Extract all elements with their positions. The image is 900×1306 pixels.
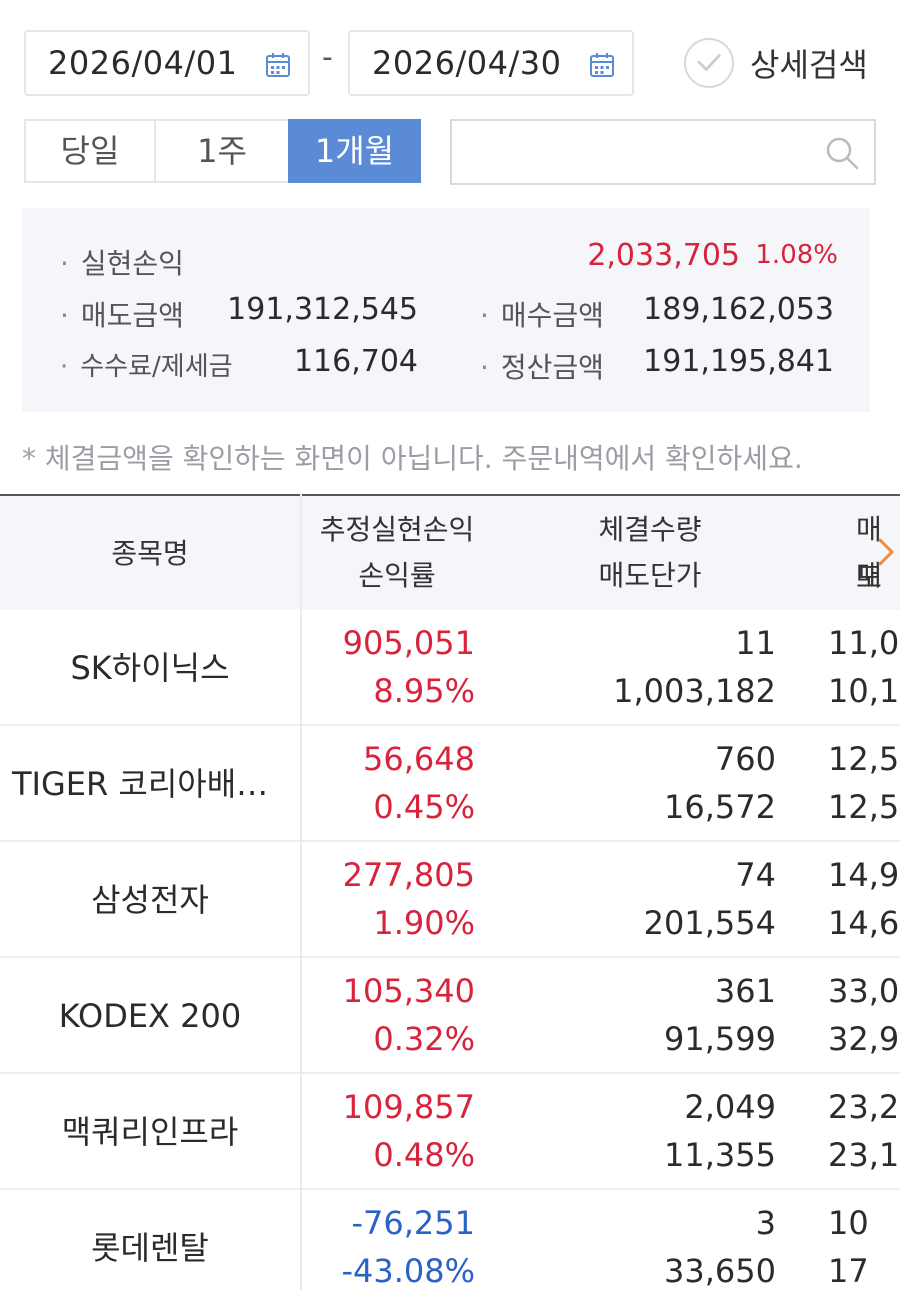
calendar-icon[interactable] [588, 51, 616, 79]
search-input[interactable] [450, 119, 876, 185]
header-name: 종목명 [111, 537, 189, 570]
settlement-label: · 정산금액 [480, 351, 604, 384]
pl-rate: 0.48% [373, 1136, 475, 1174]
chevron-right-icon[interactable] [876, 536, 896, 568]
sell-amount-label: · 매도금액 [60, 299, 184, 332]
table-row[interactable]: KODEX 200 105,340 0.32% 361 91,599 33,06… [0, 958, 900, 1074]
date-separator: - [322, 40, 333, 75]
table-row[interactable]: SK하이닉스 905,051 8.95% 11 1,003,182 11,03 … [0, 610, 900, 726]
stock-name: 삼성전자 [91, 881, 209, 919]
header-sell-price: 매도단가 [598, 559, 702, 592]
buy-amount: 23,10 [828, 1136, 900, 1174]
search-icon[interactable] [824, 135, 860, 171]
table-row[interactable]: 롯데렌탈 -76,251 -43.08% 3 33,650 10 17 [0, 1190, 900, 1290]
stock-name: 롯데렌탈 [91, 1229, 209, 1267]
sell-price: 1,003,182 [613, 672, 776, 710]
tab-today[interactable]: 당일 [24, 119, 156, 183]
header-rate: 손익률 [358, 559, 436, 592]
pl-rate: 0.32% [373, 1020, 475, 1058]
realized-pl: 56,648 [363, 740, 475, 778]
sell-amount: 23,26 [828, 1088, 900, 1126]
sell-amount-value: 191,312,545 [227, 292, 418, 327]
sell-price: 33,650 [664, 1252, 776, 1290]
sell-amount: 14,91 [828, 856, 900, 894]
buy-amount-label: · 매수금액 [480, 299, 604, 332]
end-date-field[interactable]: 2026/04/30 [348, 30, 634, 96]
table-header: 종목명 추정실현손익 손익률 체결수량 매도단가 매도 매수 [0, 494, 900, 640]
buy-amount: 10,10 [828, 672, 900, 710]
realized-pl: 109,857 [342, 1088, 475, 1126]
table-row[interactable]: TIGER 코리아배당… 56,648 0.45% 760 16,572 12,… [0, 726, 900, 842]
detail-search-label[interactable]: 상세검색 [750, 46, 868, 84]
realized-pl: -76,251 [351, 1204, 475, 1242]
sell-amount: 10 [828, 1204, 869, 1242]
realized-pl: 905,051 [342, 624, 475, 662]
summary-panel: · 실현손익 2,033,705 1.08% · 매도금액 191,312,545 … [22, 208, 870, 412]
notice-text: * 체결금액을 확인하는 화면이 아닙니다. 주문내역에서 확인하세요. [22, 442, 803, 475]
buy-amount-value: 189,162,053 [643, 292, 834, 327]
fees-value: 116,704 [293, 344, 418, 379]
pl-rate: -43.08% [341, 1252, 475, 1290]
header-pl: 추정실현손익 [319, 513, 475, 546]
buy-amount: 12,53 [828, 788, 900, 826]
pl-rate: 8.95% [373, 672, 475, 710]
check-icon [697, 54, 721, 71]
sell-amount: 12,59 [828, 740, 900, 778]
realized-pl-rate: 1.08% [755, 240, 838, 270]
start-date-field[interactable]: 2026/04/01 [24, 30, 310, 96]
end-date-value: 2026/04/30 [372, 44, 562, 82]
start-date-value: 2026/04/01 [48, 44, 238, 82]
fees-label: · 수수료/제세금 [60, 352, 233, 382]
exec-qty: 2,049 [684, 1088, 776, 1126]
sell-price: 16,572 [664, 788, 776, 826]
stock-name: TIGER 코리아배당… [12, 765, 298, 803]
table-row[interactable]: 맥쿼리인프라 109,857 0.48% 2,049 11,355 23,26 … [0, 1074, 900, 1190]
header-qty: 체결수량 [598, 513, 702, 546]
realized-pl-label: · 실현손익 [60, 247, 184, 280]
exec-qty: 760 [714, 740, 776, 778]
buy-amount: 32,95 [828, 1020, 900, 1058]
exec-qty: 361 [714, 972, 776, 1010]
exec-qty: 3 [755, 1204, 776, 1242]
realized-pl: 105,340 [342, 972, 475, 1010]
sell-price: 201,554 [643, 904, 776, 942]
tab-1month[interactable]: 1개월 [288, 119, 421, 183]
pl-rate: 1.90% [373, 904, 475, 942]
exec-qty: 74 [735, 856, 776, 894]
sell-amount: 33,06 [828, 972, 900, 1010]
tab-1week[interactable]: 1주 [154, 119, 290, 183]
stock-name: KODEX 200 [58, 997, 242, 1035]
buy-amount: 17 [828, 1252, 869, 1290]
sell-price: 11,355 [664, 1136, 776, 1174]
stock-name: 맥쿼리인프라 [61, 1113, 239, 1151]
table-row[interactable]: 삼성전자 277,805 1.90% 74 201,554 14,91 14,6… [0, 842, 900, 958]
exec-qty: 11 [735, 624, 776, 662]
sell-price: 91,599 [664, 1020, 776, 1058]
stock-name: SK하이닉스 [70, 649, 230, 687]
buy-amount: 14,60 [828, 904, 900, 942]
pl-rate: 0.45% [373, 788, 475, 826]
settlement-value: 191,195,841 [643, 344, 834, 379]
realized-pl-value: 2,033,705 [587, 238, 740, 273]
header-sell-amount: 매도 [856, 513, 882, 594]
sell-amount: 11,03 [828, 624, 900, 662]
calendar-icon[interactable] [264, 51, 292, 79]
column-divider [300, 494, 302, 1290]
detail-search-checkbox[interactable] [684, 38, 734, 88]
realized-pl: 277,805 [342, 856, 475, 894]
